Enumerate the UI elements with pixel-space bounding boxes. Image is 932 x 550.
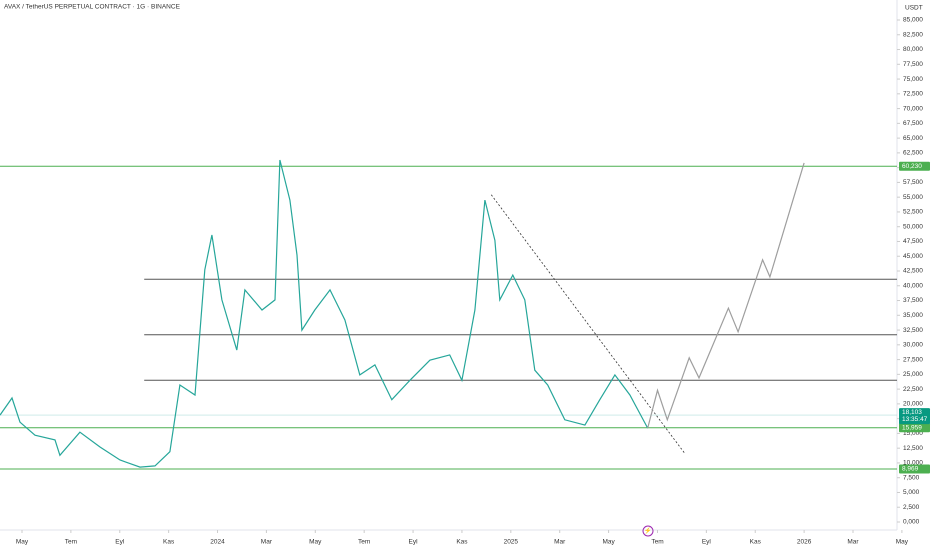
price-tag-label: 60,230	[902, 163, 922, 170]
y-tick-label: 20,000	[903, 401, 923, 408]
x-tick-label: May	[16, 539, 29, 546]
x-tick-label: May	[896, 539, 909, 546]
price-line	[0, 159, 649, 468]
currency-label: USDT	[905, 5, 923, 12]
x-tick-label: Eyl	[409, 539, 419, 546]
x-tick-label: 2024	[210, 539, 225, 546]
y-tick-label: 57,500	[903, 179, 923, 186]
x-tick-label: Kas	[456, 539, 468, 546]
y-tick-label: 50,000	[903, 223, 923, 230]
y-tick-label: 25,000	[903, 371, 923, 378]
y-tick-label: 5,000	[903, 489, 920, 496]
y-tick-label: 65,000	[903, 135, 923, 142]
x-tick-label: Mar	[261, 539, 273, 546]
y-tick-label: 75,000	[903, 76, 923, 83]
event-icon[interactable]	[642, 525, 654, 537]
price-tag-label: 15,959	[902, 424, 922, 431]
price-tag	[899, 408, 930, 425]
x-tick-label: Eyl	[115, 539, 125, 546]
x-tick-label: May	[309, 539, 322, 546]
y-tick-label: 42,500	[903, 268, 923, 275]
y-tick-label: 32,500	[903, 327, 923, 334]
countdown-label: 13:35:47	[902, 416, 928, 423]
y-tick-label: 22,500	[903, 386, 923, 393]
price-tag	[899, 423, 930, 433]
y-tick-label: 55,000	[903, 194, 923, 201]
x-tick-label: Mar	[554, 539, 566, 546]
y-tick-label: 7,500	[903, 474, 920, 481]
y-tick-label: 67,500	[903, 120, 923, 127]
x-tick-label: Tem	[651, 539, 663, 546]
y-tick-label: 10,000	[903, 460, 923, 467]
y-tick-label: 77,500	[903, 61, 923, 68]
y-tick-label: 70,000	[903, 105, 923, 112]
x-tick-label: May	[602, 539, 615, 546]
y-tick-label: 72,500	[903, 91, 923, 98]
y-tick-label: 82,500	[903, 31, 923, 38]
y-tick-label: 35,000	[903, 312, 923, 319]
y-tick-label: 62,500	[903, 150, 923, 157]
y-tick-label: 80,000	[903, 46, 923, 53]
y-tick-label: 27,500	[903, 356, 923, 363]
y-tick-label: 37,500	[903, 297, 923, 304]
y-tick-label: 12,500	[903, 445, 923, 452]
x-tick-label: Kas	[750, 539, 762, 546]
x-tick-label: Tem	[358, 539, 370, 546]
y-tick-label: 85,000	[903, 17, 923, 24]
x-tick-label: 2026	[797, 539, 812, 546]
price-tag	[899, 161, 930, 171]
price-tag-label: 8,969	[902, 466, 919, 473]
y-tick-label: 30,000	[903, 342, 923, 349]
projection-path	[647, 162, 805, 429]
x-tick-label: Kas	[163, 539, 175, 546]
y-tick-label: 40,000	[903, 282, 923, 289]
event-icon-glyph: ⚡	[644, 527, 651, 535]
y-tick-label: 47,500	[903, 238, 923, 245]
chart-title: AVAX / TetherUS PERPETUAL CONTRACT · 1G …	[4, 4, 181, 11]
y-tick-label: 2,500	[903, 504, 920, 511]
price-tag	[899, 464, 930, 474]
y-tick-label: 15,000	[903, 430, 923, 437]
price-tag-label: 18,103	[902, 409, 922, 416]
x-tick-label: Mar	[847, 539, 859, 546]
x-tick-label: 2025	[504, 539, 519, 546]
y-tick-label: 0,000	[903, 519, 920, 526]
y-tick-label: 52,500	[903, 209, 923, 216]
x-tick-label: Eyl	[702, 539, 712, 546]
y-tick-label: 45,000	[903, 253, 923, 260]
x-tick-label: Tem	[65, 539, 77, 546]
